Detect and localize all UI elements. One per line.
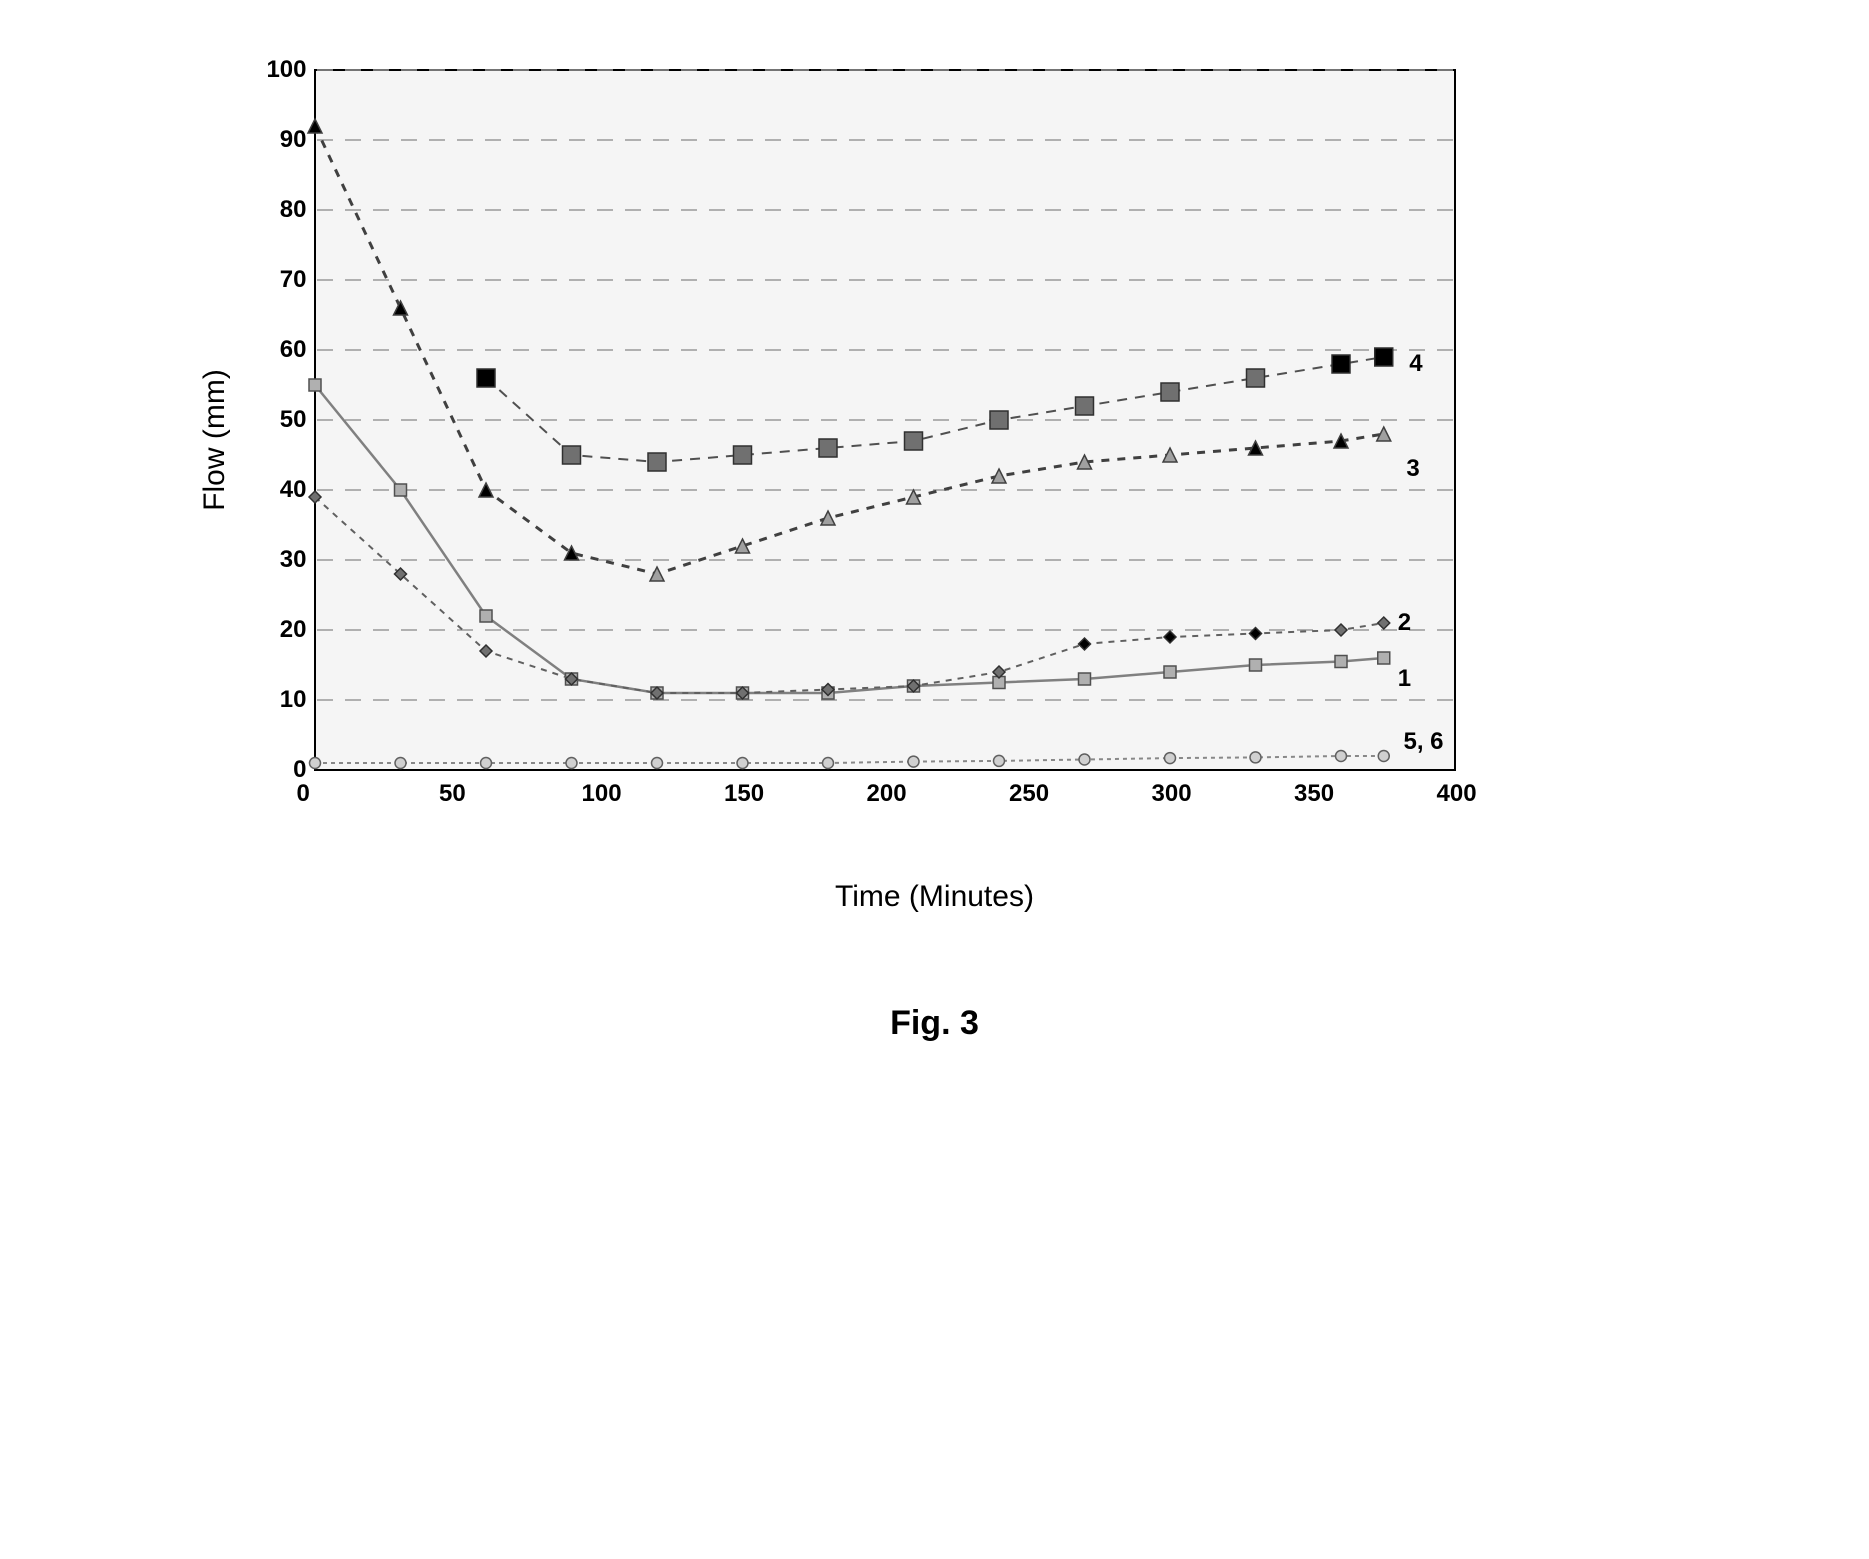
figure-caption: Fig. 3 (185, 1004, 1685, 1043)
series-marker (309, 758, 320, 769)
x-axis-label: Time (Minutes) (185, 880, 1685, 914)
x-tick-label: 100 (582, 780, 622, 808)
x-tick-label: 300 (1152, 780, 1192, 808)
y-tick-label: 10 (280, 686, 307, 714)
series-marker (737, 758, 748, 769)
y-tick-label: 40 (280, 476, 307, 504)
y-tick-label: 50 (280, 406, 307, 434)
y-tick-label: 80 (280, 196, 307, 224)
series-annotation: 2 (1398, 609, 1411, 637)
series-marker (1335, 656, 1347, 668)
series-marker (477, 369, 495, 387)
series-annotation: 4 (1409, 350, 1422, 378)
series-marker (480, 610, 492, 622)
series-marker (1164, 753, 1175, 764)
series-annotation: 3 (1406, 455, 1419, 483)
y-axis-label-container: Flow (mm) (185, 423, 245, 457)
chart-svg (245, 60, 1525, 820)
series-marker (1250, 752, 1261, 763)
x-tick-label: 150 (724, 780, 764, 808)
series-marker (1161, 383, 1179, 401)
series-marker (904, 432, 922, 450)
series-marker (990, 411, 1008, 429)
series-marker (1078, 673, 1090, 685)
y-tick-label: 20 (280, 616, 307, 644)
series-annotation: 1 (1398, 665, 1411, 693)
series-marker (309, 379, 321, 391)
plot-area: 0102030405060708090100050100150200250300… (245, 60, 1525, 820)
x-tick-label: 250 (1009, 780, 1049, 808)
y-tick-label: 70 (280, 266, 307, 294)
series-marker (395, 758, 406, 769)
series-marker (908, 756, 919, 767)
series-marker (733, 446, 751, 464)
x-tick-label: 50 (439, 780, 466, 808)
series-marker (1079, 754, 1090, 765)
series-marker (822, 758, 833, 769)
series-marker (394, 484, 406, 496)
figure-container: Flow (mm) 010203040506070809010005010015… (185, 60, 1685, 1043)
series-marker (651, 758, 662, 769)
series-marker (648, 453, 666, 471)
series-marker (1246, 369, 1264, 387)
series-marker (1332, 355, 1350, 373)
x-tick-label: 200 (867, 780, 907, 808)
series-marker (480, 758, 491, 769)
series-marker (819, 439, 837, 457)
series-marker (562, 446, 580, 464)
series-marker (1249, 659, 1261, 671)
series-marker (1075, 397, 1093, 415)
chart-row: Flow (mm) 010203040506070809010005010015… (185, 60, 1685, 820)
x-tick-label: 400 (1437, 780, 1477, 808)
y-tick-label: 60 (280, 336, 307, 364)
series-annotation: 5, 6 (1404, 728, 1444, 756)
x-tick-label: 0 (297, 780, 310, 808)
series-marker (1378, 751, 1389, 762)
series-marker (566, 758, 577, 769)
series-marker (993, 755, 1004, 766)
series-marker (1335, 751, 1346, 762)
y-axis-label: Flow (mm) (198, 369, 232, 511)
y-tick-label: 30 (280, 546, 307, 574)
series-marker (1164, 666, 1176, 678)
y-tick-label: 90 (280, 126, 307, 154)
series-marker (1377, 652, 1389, 664)
y-tick-label: 100 (266, 56, 306, 84)
x-tick-label: 350 (1294, 780, 1334, 808)
series-marker (1374, 348, 1392, 366)
